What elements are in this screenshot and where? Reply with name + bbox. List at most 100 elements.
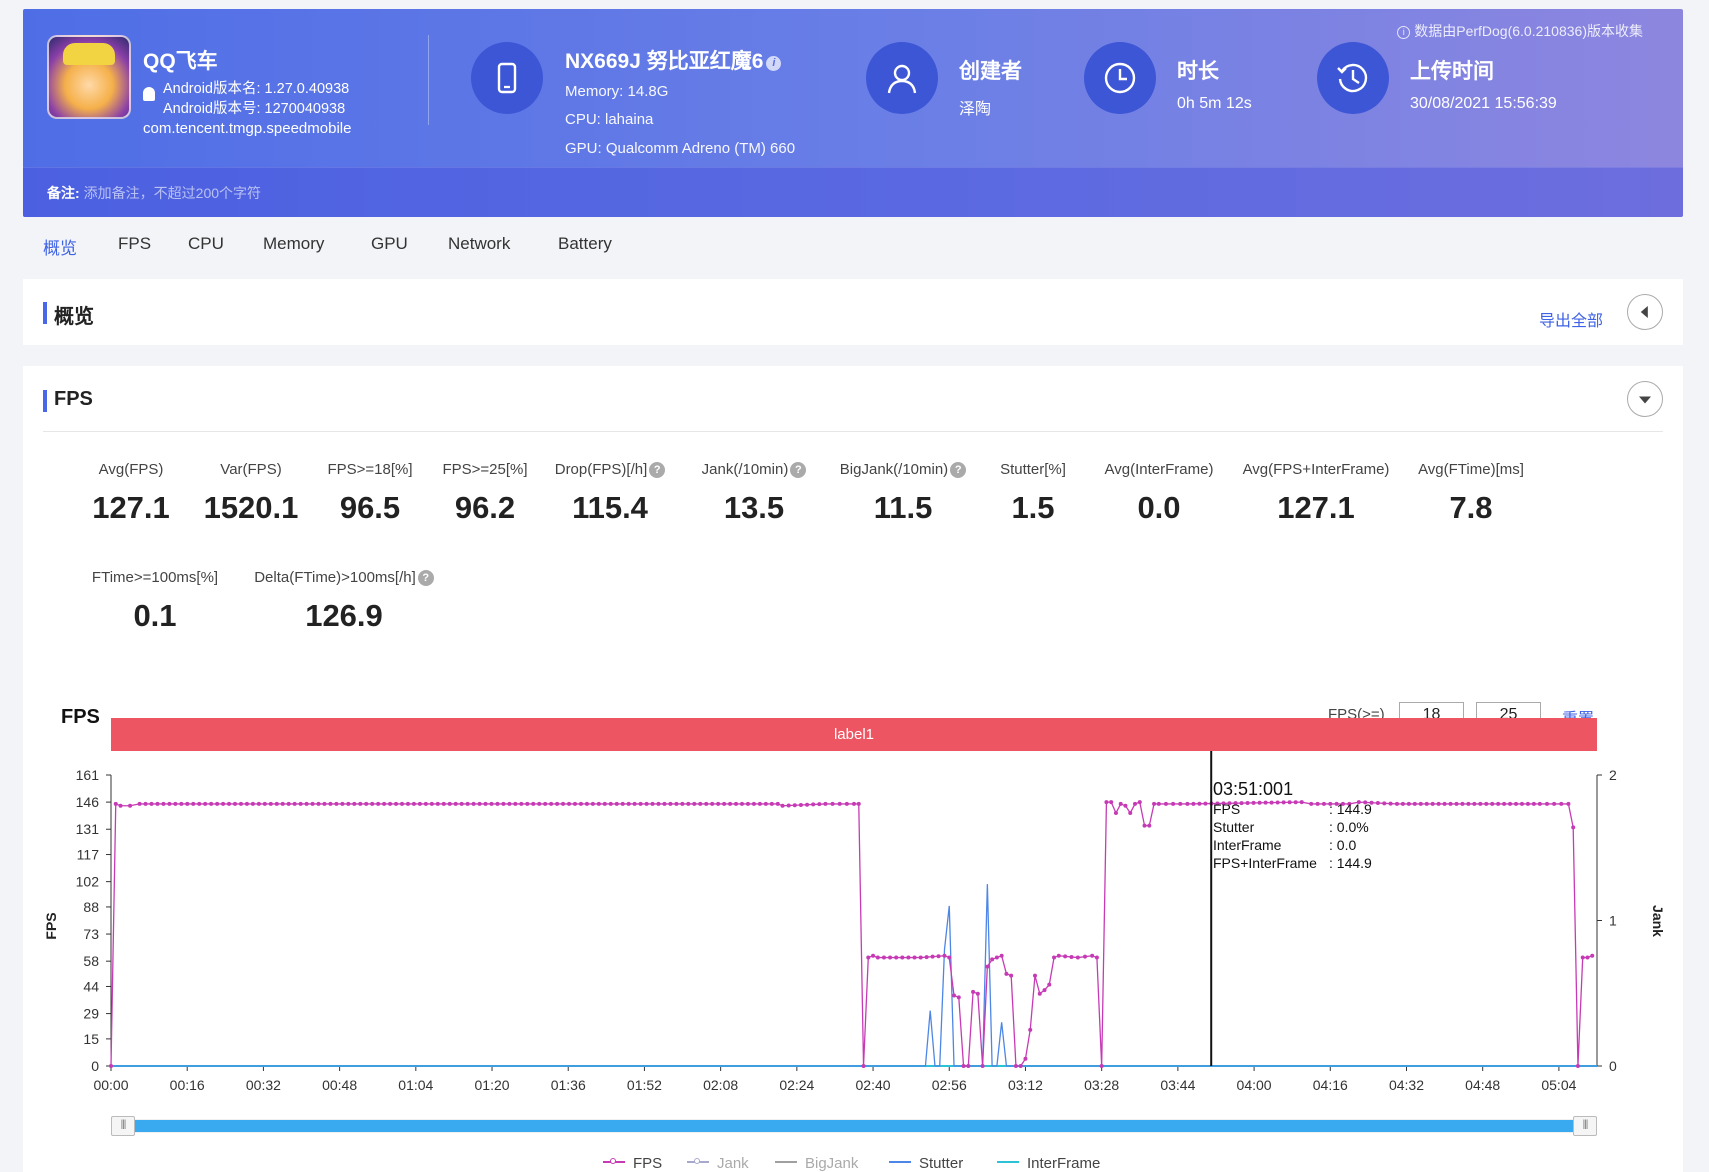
clock-icon — [1084, 42, 1156, 114]
fps-point — [555, 801, 560, 806]
fps-point — [961, 1064, 966, 1068]
tab-battery[interactable]: Battery — [558, 234, 612, 253]
app-package: com.tencent.tmgp.speedmobile — [143, 120, 352, 137]
collapse-down-button[interactable] — [1627, 381, 1663, 417]
label-bar[interactable]: label1 — [111, 718, 1597, 751]
tab-memory[interactable]: Memory — [263, 234, 325, 253]
fps-point — [626, 801, 631, 806]
app-name: QQ飞车 — [143, 50, 218, 73]
fps-point — [837, 801, 842, 806]
legend-jank[interactable]: Jank — [687, 1155, 749, 1172]
fps-point — [113, 801, 118, 806]
tab-fps[interactable]: FPS — [118, 234, 152, 253]
fps-point — [173, 801, 178, 806]
tab-network[interactable]: Network — [448, 234, 511, 253]
fps-point — [352, 801, 357, 806]
fps-point — [763, 801, 768, 806]
tab-cpu[interactable]: CPU — [188, 234, 224, 253]
fps-point — [1472, 801, 1477, 806]
fps-point — [298, 801, 303, 806]
legend-stutter[interactable]: Stutter — [889, 1155, 963, 1172]
fps-point — [501, 801, 506, 806]
x-tick-label: 00:16 — [170, 1077, 205, 1093]
fps-point — [844, 801, 849, 806]
note-input[interactable]: 添加备注，不超过200个字符 — [83, 185, 262, 201]
fps-point — [1514, 801, 1519, 806]
slider-fill — [123, 1120, 1585, 1132]
fps-point — [572, 801, 577, 806]
help-icon[interactable]: ? — [649, 462, 666, 478]
help-icon[interactable]: ? — [417, 570, 434, 586]
slider-handle-left[interactable] — [111, 1116, 135, 1136]
user-icon — [866, 42, 938, 114]
y-axis-label: FPS — [43, 912, 59, 939]
fps-point — [128, 803, 133, 808]
help-icon[interactable]: ? — [790, 462, 807, 478]
fps-point — [1118, 801, 1123, 806]
metric-fps-25: FPS>=25[%] 96.2 — [442, 461, 528, 525]
tab-gpu[interactable]: GPU — [371, 234, 408, 253]
fps-point — [1442, 801, 1447, 806]
y-tick-label: 102 — [76, 874, 100, 890]
fps-point — [388, 801, 393, 806]
fps-point — [1575, 1064, 1580, 1068]
fps-point — [792, 803, 797, 808]
fps-point — [1309, 801, 1314, 806]
fps-point — [1037, 991, 1042, 996]
metric-avg-fps: Avg(FPS) 127.1 — [92, 461, 170, 525]
y2-tick-label: 2 — [1609, 767, 1617, 783]
fps-point — [918, 955, 923, 960]
x-tick-label: 02:24 — [779, 1077, 814, 1093]
collapse-left-button[interactable] — [1627, 294, 1663, 330]
y-tick-label: 0 — [91, 1058, 99, 1074]
fps-point — [1281, 800, 1286, 805]
duration-value: 0h 5m 12s — [1177, 95, 1252, 112]
x-tick-label: 03:28 — [1084, 1077, 1119, 1093]
fps-point — [871, 953, 876, 958]
fps-point — [1171, 801, 1176, 806]
stutter-line — [111, 884, 1597, 1067]
export-all-button[interactable]: 导出全部 — [1538, 313, 1603, 330]
x-tick-label: 03:12 — [1008, 1077, 1043, 1093]
x-tick-label: 00:32 — [246, 1077, 281, 1093]
metric-stutter: Stutter[%] 1.5 — [1000, 461, 1066, 525]
fps-point — [608, 801, 613, 806]
tab-overview[interactable]: 概览 — [43, 239, 77, 258]
fps-point — [994, 955, 999, 960]
device-info-icon[interactable]: i — [766, 56, 782, 71]
fps-point — [602, 801, 607, 806]
fps-point — [852, 801, 856, 806]
fps-point — [956, 995, 961, 1000]
fps-point — [531, 801, 536, 806]
fps-point — [1394, 801, 1399, 806]
fps-point — [875, 955, 880, 960]
y2-axis-label: Jank — [1650, 905, 1666, 937]
fps-point — [590, 801, 595, 806]
fps-point — [769, 801, 774, 806]
time-range-slider[interactable] — [111, 1116, 1597, 1136]
fps-point — [936, 954, 941, 959]
tooltip-row: FPS+InterFrame: 144.9 — [1213, 855, 1372, 871]
legend-interframe[interactable]: InterFrame — [997, 1155, 1100, 1172]
legend-bigjank[interactable]: BigJank — [775, 1155, 858, 1172]
fps-point — [1466, 801, 1471, 806]
fps-point — [1227, 801, 1232, 806]
x-tick-label: 00:48 — [322, 1077, 357, 1093]
fps-point — [1293, 800, 1298, 805]
fps-point — [143, 801, 148, 806]
metric-avg-fps-interframe: Avg(FPS+InterFrame) 127.1 — [1242, 461, 1390, 525]
fps-point — [346, 801, 351, 806]
x-tick-label: 02:56 — [932, 1077, 967, 1093]
fps-point — [364, 801, 369, 806]
fps-point — [1128, 810, 1133, 815]
fps-point — [167, 801, 172, 806]
fps-point — [233, 801, 238, 806]
fps-point — [244, 801, 249, 806]
fps-point — [292, 801, 297, 806]
help-icon[interactable]: ? — [950, 462, 967, 478]
overview-panel: 概览 导出全部 — [23, 279, 1683, 345]
note-bar[interactable]: 备注: 添加备注，不超过200个字符 — [23, 167, 1683, 217]
slider-handle-right[interactable] — [1573, 1116, 1597, 1136]
legend-fps[interactable]: FPS — [603, 1155, 662, 1172]
fps-chart[interactable]: 161 146 131 117 102 88 73 58 44 29 15 0 2 1 0 00:00 00:1… — [23, 751, 1683, 1171]
